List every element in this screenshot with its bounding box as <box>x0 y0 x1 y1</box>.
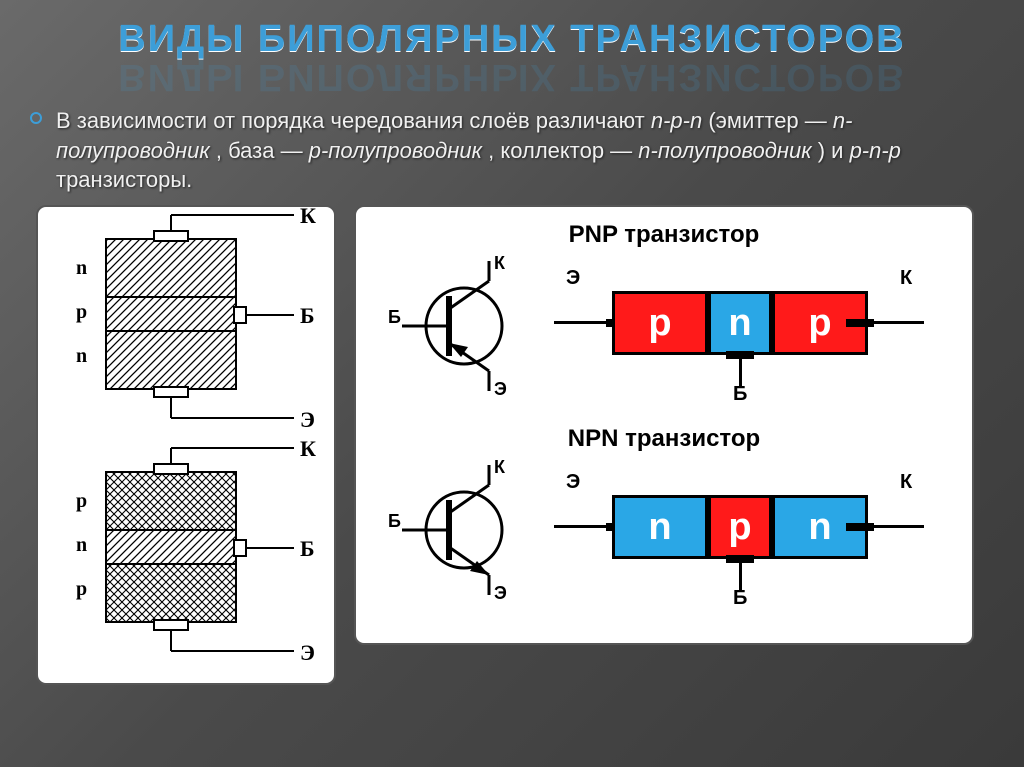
sym-E: Э <box>494 379 507 400</box>
para-lead: В зависимости от порядка чередования сло… <box>56 108 651 133</box>
npn-block: n p n Э К Б <box>554 455 934 605</box>
blk-E2: Э <box>566 471 580 494</box>
term-E: Э <box>300 407 315 433</box>
slide-title: ВИДЫ БИПОЛЯРНЫХ ТРАНЗИСТОРОВ <box>0 0 1024 61</box>
npn-symbol: К Б Э <box>394 455 524 605</box>
blk-B2: Б <box>733 587 747 610</box>
sym-K: К <box>494 253 505 274</box>
para-npn: n-p-n <box>651 108 702 133</box>
npn-seg-0: n <box>612 495 708 559</box>
term-B: Б <box>300 303 315 329</box>
layer-n1: n <box>76 257 87 280</box>
layer-p: p <box>76 301 87 324</box>
term-K: К <box>300 203 316 229</box>
para-4: ) и <box>818 138 850 163</box>
para-pnp: p-n-p <box>850 138 901 163</box>
pnp-row: PNP транзистор К <box>374 221 954 425</box>
sym-B2: Б <box>388 511 401 532</box>
term-K2: К <box>300 436 316 462</box>
term-E2: Э <box>300 640 315 666</box>
pnp-seg-0: p <box>612 291 708 355</box>
sym-K2: К <box>494 457 505 478</box>
diagrams-row: n p n К Б Э p n p <box>0 205 1024 685</box>
term-B2: Б <box>300 536 315 562</box>
pnp-seg-1: n <box>708 291 772 355</box>
sym-B: Б <box>388 307 401 328</box>
npn-seg-1: p <box>708 495 772 559</box>
left-panel: n p n К Б Э p n p <box>36 205 336 685</box>
slide-title-reflection: ВИДЫ БИПОЛЯРНЫХ ТРАНЗИСТОРОВ <box>0 55 1024 98</box>
blk-E: Э <box>566 267 580 290</box>
npn-title: NPN транзистор <box>568 425 760 453</box>
blk-B: Б <box>733 383 747 406</box>
layer-p1: p <box>76 490 87 513</box>
layer-device-pnp: p n p К Б Э <box>46 446 326 671</box>
sym-E2: Э <box>494 583 507 604</box>
pnp-symbol: К Б Э <box>394 251 524 401</box>
para-2: , база — <box>216 138 309 163</box>
blk-K2: К <box>900 471 912 494</box>
para-psemi: p-полупроводник <box>309 138 482 163</box>
right-panel: PNP транзистор К <box>354 205 974 645</box>
para-3: , коллектор — <box>488 138 638 163</box>
body-paragraph: В зависимости от порядка чередования сло… <box>0 98 1024 205</box>
npn-row: NPN транзистор К <box>374 425 954 629</box>
para-nsemi2: n-полупроводник <box>638 138 811 163</box>
layer-n2: n <box>76 345 87 368</box>
para-1: (эмиттер — <box>708 108 833 133</box>
layer-device-npn: n p n К Б Э <box>46 213 326 438</box>
pnp-title: PNP транзистор <box>569 221 760 249</box>
para-5: транзисторы. <box>56 167 192 192</box>
blk-K: К <box>900 267 912 290</box>
bullet-icon <box>30 112 42 124</box>
pnp-block: p n p Э К Б <box>554 251 934 401</box>
layer-n: n <box>76 534 87 557</box>
layer-p2: p <box>76 578 87 601</box>
